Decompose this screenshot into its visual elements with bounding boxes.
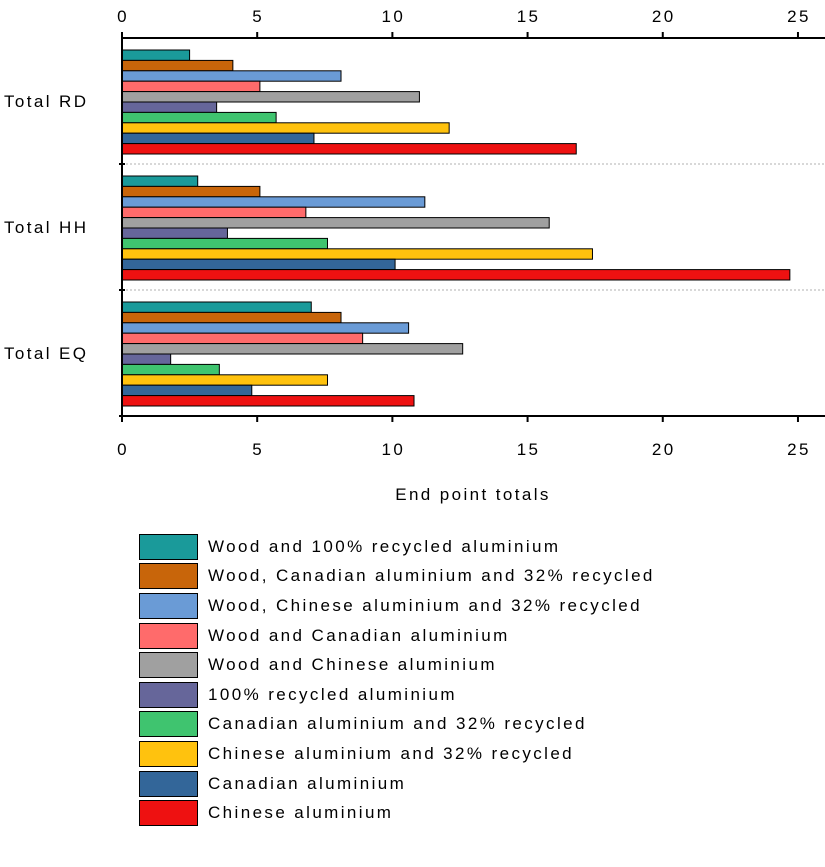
bar bbox=[121, 217, 550, 229]
legend-item: Wood, Chinese aluminium and 32% recycled bbox=[139, 591, 655, 621]
bar bbox=[121, 111, 277, 124]
bar bbox=[121, 374, 328, 386]
bar bbox=[121, 248, 593, 260]
top-tick-label: 20 bbox=[652, 7, 676, 26]
legend-swatch bbox=[139, 740, 198, 767]
legend-swatch bbox=[139, 770, 198, 797]
bar bbox=[121, 49, 191, 61]
axes bbox=[119, 37, 825, 417]
bottom-axis-ticks: 0 5 10 15 20 25 bbox=[117, 416, 811, 459]
bottom-tick-label: 10 bbox=[382, 440, 406, 459]
bar bbox=[121, 59, 234, 72]
bar bbox=[121, 311, 342, 324]
legend-label: Wood and Canadian aluminium bbox=[208, 625, 510, 645]
legend-swatch bbox=[139, 800, 198, 827]
bar bbox=[121, 132, 315, 145]
legend-label: Canadian aluminium bbox=[208, 773, 407, 793]
top-tick-label: 5 bbox=[252, 7, 264, 26]
grid-lines bbox=[122, 163, 825, 291]
legend-swatch bbox=[139, 592, 198, 619]
bar bbox=[121, 101, 218, 113]
bottom-tick-label: 0 bbox=[117, 440, 129, 459]
top-tick-label: 10 bbox=[382, 7, 406, 26]
bottom-tick-label: 25 bbox=[787, 440, 811, 459]
legend-label: Chinese aluminium and 32% recycled bbox=[208, 743, 575, 763]
legend-label: Chinese aluminium bbox=[208, 803, 394, 823]
bar bbox=[121, 175, 199, 187]
legend-label: Wood and 100% recycled aluminium bbox=[208, 536, 561, 556]
bar bbox=[121, 322, 410, 334]
category-label: Total HH bbox=[4, 218, 88, 237]
bar bbox=[121, 185, 261, 198]
legend-item: Canadian aluminium bbox=[139, 769, 655, 799]
legend-swatch bbox=[139, 711, 198, 738]
bar bbox=[121, 143, 577, 155]
x-axis-title: End point totals bbox=[395, 485, 551, 504]
top-tick-label: 0 bbox=[117, 7, 129, 26]
legend-swatch bbox=[139, 652, 198, 679]
legend-swatch bbox=[139, 622, 198, 649]
bar bbox=[121, 227, 228, 239]
legend-swatch bbox=[139, 563, 198, 590]
bar bbox=[121, 70, 342, 82]
legend-item: Chinese aluminium and 32% recycled bbox=[139, 739, 655, 769]
bar bbox=[121, 237, 328, 250]
bars bbox=[121, 49, 791, 407]
legend-item: Wood and Canadian aluminium bbox=[139, 621, 655, 651]
category-labels: Total RD Total HH Total EQ bbox=[4, 92, 88, 363]
legend-label: 100% recycled aluminium bbox=[208, 684, 457, 704]
bar bbox=[121, 353, 172, 365]
legend-item: Wood, Canadian aluminium and 32% recycle… bbox=[139, 562, 655, 592]
legend-item: Wood and 100% recycled aluminium bbox=[139, 532, 655, 562]
bottom-tick-label: 5 bbox=[252, 440, 264, 459]
legend-item: Canadian aluminium and 32% recycled bbox=[139, 710, 655, 740]
category-label: Total EQ bbox=[4, 344, 88, 363]
bar bbox=[121, 384, 253, 397]
bar bbox=[121, 343, 464, 355]
bottom-tick-label: 15 bbox=[517, 440, 541, 459]
legend-item: 100% recycled aluminium bbox=[139, 680, 655, 710]
legend-label: Canadian aluminium and 32% recycled bbox=[208, 714, 587, 734]
legend-item: Wood and Chinese aluminium bbox=[139, 650, 655, 680]
legend-swatch bbox=[139, 533, 198, 560]
bottom-tick-label: 20 bbox=[652, 440, 676, 459]
bar bbox=[121, 301, 312, 313]
bar bbox=[121, 80, 261, 93]
bar bbox=[121, 269, 791, 281]
top-axis-ticks: 0 5 10 15 20 25 bbox=[117, 7, 811, 38]
legend-swatch bbox=[139, 681, 198, 708]
bar bbox=[121, 332, 364, 345]
bar bbox=[121, 196, 426, 208]
category-label: Total RD bbox=[4, 92, 88, 111]
bar bbox=[121, 206, 307, 219]
bar bbox=[121, 363, 220, 376]
bar bbox=[121, 122, 450, 134]
legend-label: Wood, Canadian aluminium and 32% recycle… bbox=[208, 566, 655, 586]
bar bbox=[121, 258, 396, 271]
legend-label: Wood and Chinese aluminium bbox=[208, 655, 497, 675]
bar bbox=[121, 395, 415, 407]
top-tick-label: 15 bbox=[517, 7, 541, 26]
top-tick-label: 25 bbox=[787, 7, 811, 26]
bar bbox=[121, 91, 420, 103]
legend-label: Wood, Chinese aluminium and 32% recycled bbox=[208, 595, 642, 615]
legend: Wood and 100% recycled aluminium Wood, Ca… bbox=[139, 532, 655, 828]
legend-item: Chinese aluminium bbox=[139, 798, 655, 828]
